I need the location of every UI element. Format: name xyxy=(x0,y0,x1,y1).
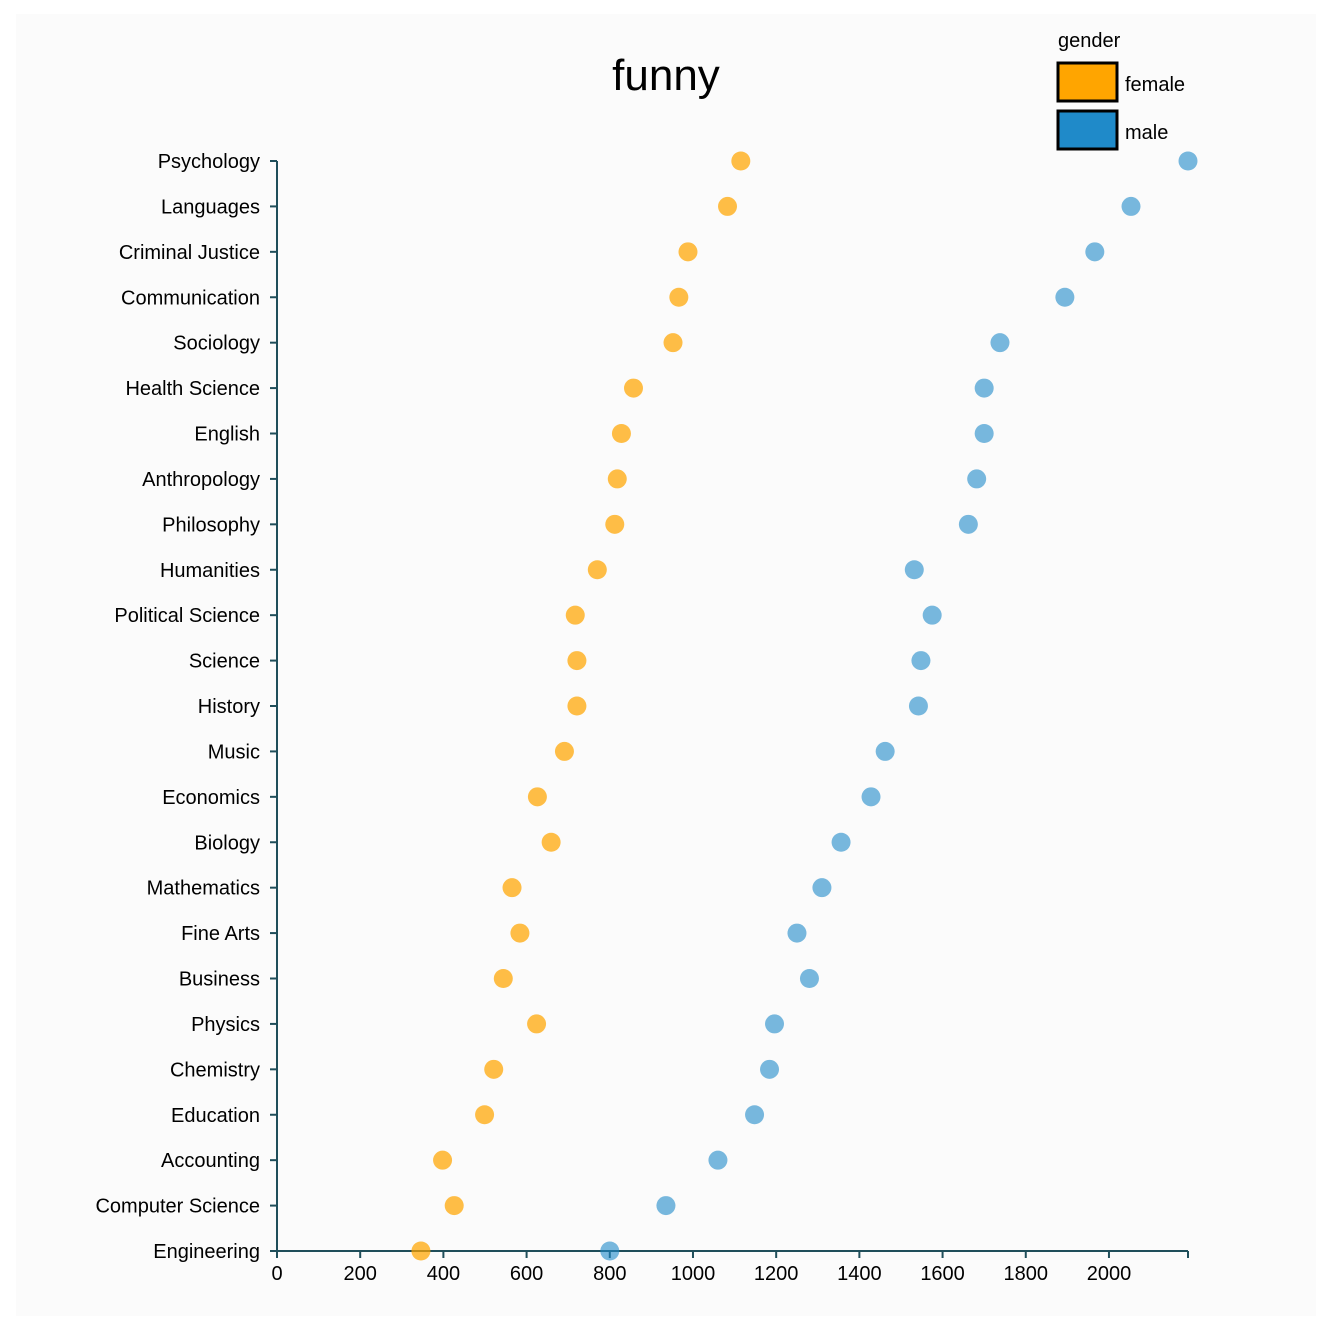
y-tick-label-biology: Biology xyxy=(194,832,260,854)
point-female-business xyxy=(493,969,513,988)
point-male-mathematics xyxy=(812,878,832,898)
point-male-education xyxy=(745,1105,765,1125)
point-female-accounting xyxy=(433,1150,453,1170)
chart-title: funny xyxy=(612,51,720,100)
point-male-physics xyxy=(765,1014,785,1034)
y-tick-label-criminal-justice: Criminal Justice xyxy=(119,242,260,264)
data-points xyxy=(411,151,1198,1261)
point-female-sociology xyxy=(663,333,683,353)
point-female-anthropology xyxy=(607,469,627,489)
point-male-health-science xyxy=(974,378,994,398)
point-female-fine-arts xyxy=(510,923,530,943)
point-male-philosophy xyxy=(958,514,978,534)
y-tick-label-history: History xyxy=(198,696,260,718)
x-tick-label-400: 400 xyxy=(427,1263,460,1285)
point-female-computer-science xyxy=(444,1196,464,1216)
point-male-business xyxy=(799,969,819,988)
point-female-science xyxy=(567,651,587,671)
y-tick-label-music: Music xyxy=(208,741,260,763)
x-tick-label-800: 800 xyxy=(593,1263,626,1285)
funny-dot-plot: funny gender female male Psychology Langu… xyxy=(95,30,1198,1285)
point-female-communication xyxy=(669,287,689,307)
point-male-economics xyxy=(861,787,881,807)
point-male-engineering xyxy=(600,1241,620,1261)
y-tick-label-fine-arts: Fine Arts xyxy=(181,923,260,945)
legend-label-male: male xyxy=(1125,122,1168,144)
y-tick-label-computer-science: Computer Science xyxy=(95,1196,260,1218)
point-male-science xyxy=(911,651,931,671)
y-tick-label-psychology: Psychology xyxy=(158,151,260,173)
axes: Psychology Languages Criminal Justice Commu… xyxy=(95,151,1189,1285)
point-male-music xyxy=(875,741,895,761)
x-tick-label-1200: 1200 xyxy=(754,1263,799,1285)
point-male-chemistry xyxy=(760,1059,780,1079)
legend-label-female: female xyxy=(1125,74,1185,96)
point-male-anthropology xyxy=(967,469,987,489)
x-tick-label-1000: 1000 xyxy=(671,1263,716,1285)
y-tick-label-health-science: Health Science xyxy=(125,378,260,400)
y-tick-label-education: Education xyxy=(171,1105,260,1127)
y-tick-label-communication: Communication xyxy=(121,287,260,309)
chart-container: funny gender female male Psychology Langu… xyxy=(16,14,1316,1316)
point-female-history xyxy=(567,696,587,716)
point-female-criminal-justice xyxy=(678,242,698,262)
point-male-english xyxy=(974,424,994,443)
y-tick-label-anthropology: Anthropology xyxy=(142,469,260,491)
point-male-fine-arts xyxy=(787,923,807,943)
point-female-philosophy xyxy=(605,514,625,534)
x-tick-label-1800: 1800 xyxy=(1004,1263,1049,1285)
point-male-humanities xyxy=(904,560,924,580)
y-tick-label-business: Business xyxy=(179,969,260,991)
point-female-biology xyxy=(541,832,561,852)
point-male-accounting xyxy=(708,1150,728,1170)
y-tick-label-english: English xyxy=(194,424,260,446)
point-female-engineering xyxy=(411,1241,431,1261)
point-female-political-science xyxy=(565,605,585,625)
y-tick-label-sociology: Sociology xyxy=(173,333,260,355)
y-tick-label-accounting: Accounting xyxy=(161,1150,260,1172)
point-male-psychology xyxy=(1178,151,1198,171)
x-tick-label-600: 600 xyxy=(510,1263,543,1285)
point-male-political-science xyxy=(922,605,942,625)
point-male-sociology xyxy=(990,333,1010,353)
point-female-music xyxy=(554,741,574,761)
y-tick-label-chemistry: Chemistry xyxy=(170,1059,260,1081)
legend: gender female male xyxy=(1056,30,1185,151)
y-tick-label-mathematics: Mathematics xyxy=(147,878,260,900)
point-female-english xyxy=(611,424,631,443)
point-male-computer-science xyxy=(656,1196,676,1216)
point-female-chemistry xyxy=(484,1059,504,1079)
y-tick-label-science: Science xyxy=(189,651,260,673)
point-female-languages xyxy=(718,196,738,216)
legend-swatch-male xyxy=(1056,109,1119,151)
x-tick-label-200: 200 xyxy=(344,1263,377,1285)
point-male-communication xyxy=(1055,287,1075,307)
legend-swatch-female xyxy=(1056,61,1119,103)
point-male-history xyxy=(908,696,928,716)
y-tick-label-political-science: Political Science xyxy=(114,605,260,627)
y-tick-label-engineering: Engineering xyxy=(153,1241,260,1263)
legend-title: gender xyxy=(1058,30,1121,52)
point-male-languages xyxy=(1121,196,1141,216)
x-tick-label-0: 0 xyxy=(271,1263,282,1285)
point-male-biology xyxy=(831,832,851,852)
point-female-health-science xyxy=(623,378,643,398)
y-tick-label-philosophy: Philosophy xyxy=(162,514,260,536)
point-male-criminal-justice xyxy=(1085,242,1105,262)
x-tick-label-1400: 1400 xyxy=(837,1263,882,1285)
point-female-psychology xyxy=(731,151,751,171)
x-tick-label-1600: 1600 xyxy=(920,1263,965,1285)
y-tick-label-humanities: Humanities xyxy=(160,560,260,582)
x-tick-label-2000: 2000 xyxy=(1087,1263,1132,1285)
y-tick-label-languages: Languages xyxy=(161,196,260,218)
y-tick-label-physics: Physics xyxy=(191,1014,260,1036)
point-female-humanities xyxy=(587,560,607,580)
point-female-mathematics xyxy=(502,878,522,898)
point-female-education xyxy=(475,1105,495,1125)
point-female-economics xyxy=(527,787,547,807)
point-female-physics xyxy=(527,1014,547,1034)
y-tick-label-economics: Economics xyxy=(162,787,260,809)
